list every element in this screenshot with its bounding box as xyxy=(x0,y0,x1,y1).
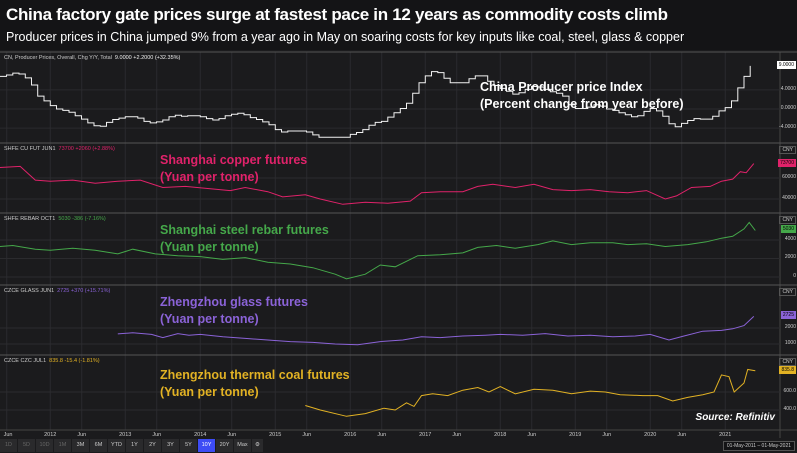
range-button-1m[interactable]: 1M xyxy=(54,439,71,452)
instrument-name: SHFE CU FUT JUN1 xyxy=(4,146,56,152)
x-tick-label: 2013 xyxy=(119,432,132,438)
x-tick-label: Jun xyxy=(377,432,387,438)
source-note: Source: Refinitiv xyxy=(695,412,775,423)
x-tick-label: Jun xyxy=(152,432,162,438)
instrument-value: 2725 +370 (+15.71%) xyxy=(57,288,111,294)
x-tick-label: Jun xyxy=(452,432,462,438)
glass-info: CZCE GLASS JUN1 2725 +370 (+15.71%) xyxy=(4,288,110,294)
coal-info: CZCE CZC JUL1 835.8 -15.4 (-1.81%) xyxy=(4,358,100,364)
copper-series-line xyxy=(0,163,755,205)
range-button-10d[interactable]: 10D xyxy=(36,439,53,452)
ppi-info: CN, Producer Prices, Overall, Chg Y/Y, T… xyxy=(4,55,180,61)
instrument-name: CZCE CZC JUL1 xyxy=(4,358,47,364)
range-button-3y[interactable]: 3Y xyxy=(162,439,179,452)
instrument-name: CZCE GLASS JUN1 xyxy=(4,288,55,294)
x-tick-label: Jun xyxy=(677,432,687,438)
x-tick-label: 2015 xyxy=(269,432,282,438)
date-range-picker[interactable]: 01-May-2011 – 01-May-2021 xyxy=(722,441,795,451)
steel-series-line xyxy=(0,221,756,280)
copper-info: SHFE CU FUT JUN1 73700 +2060 (+2.88%) xyxy=(4,146,115,152)
currency-label: CNY xyxy=(779,358,796,366)
instrument-value: 73700 +2060 (+2.88%) xyxy=(58,146,115,152)
x-tick-label: 2012 xyxy=(44,432,57,438)
x-tick-label: 2019 xyxy=(569,432,582,438)
x-tick-label: 2017 xyxy=(419,432,432,438)
coal-title: Zhengzhou thermal coal futures xyxy=(160,368,350,382)
x-tick-label: Jun xyxy=(527,432,537,438)
x-tick-label: Jun xyxy=(302,432,312,438)
ppi-title: China Producer price Index xyxy=(480,80,643,94)
ppi-annotation: China Producer price Index (Percent chang… xyxy=(480,79,684,113)
steel-info: SHFE REBAR OCT1 5030 -386 (-7.16%) xyxy=(4,216,106,222)
range-button-6m[interactable]: 6M xyxy=(90,439,107,452)
range-button-20y[interactable]: 20Y xyxy=(216,439,233,452)
ppi-last-value-tag: 9.0000 xyxy=(776,60,796,69)
instrument-name: SHFE REBAR OCT1 xyxy=(4,216,56,222)
copper-last-value-tag: 73700 xyxy=(778,158,796,167)
currency-label: CNY xyxy=(779,146,796,154)
currency-label: CNY xyxy=(779,288,796,296)
y-tick-label: 2000 xyxy=(784,324,796,330)
range-button-5d[interactable]: 5D xyxy=(18,439,35,452)
y-tick-label: 4000 xyxy=(784,236,796,242)
range-button-5y[interactable]: 5Y xyxy=(180,439,197,452)
chart-subtitle: Producer prices in China jumped 9% from … xyxy=(6,30,685,44)
coal-series-line xyxy=(305,368,756,417)
y-tick-label: 4.0000 xyxy=(780,85,796,92)
coal-unit: (Yuan per tonne) xyxy=(160,385,259,399)
glass-title: Zhengzhou glass futures xyxy=(160,295,308,309)
settings-gear-icon[interactable]: ⚙ xyxy=(252,439,263,452)
steel-annotation: Shanghai steel rebar futures (Yuan per to… xyxy=(160,222,329,256)
y-tick-label: -4.0000 xyxy=(779,124,796,131)
y-tick-label: 600.0 xyxy=(783,388,796,394)
currency-label: CNY xyxy=(779,216,796,224)
range-button-max[interactable]: Max xyxy=(234,439,251,452)
y-tick-label: 0 xyxy=(793,272,796,279)
y-tick-label: 40000 xyxy=(782,195,796,201)
chart-title: China factory gate prices surge at faste… xyxy=(6,5,668,24)
range-button-10y[interactable]: 10Y xyxy=(198,439,215,452)
range-button-2y[interactable]: 2Y xyxy=(144,439,161,452)
y-tick-label: 400.0 xyxy=(783,406,796,412)
range-button-1y[interactable]: 1Y xyxy=(126,439,143,452)
x-tick-label: 2020 xyxy=(644,432,657,438)
y-tick-label: 1000 xyxy=(784,340,796,346)
x-tick-label: 2018 xyxy=(494,432,507,438)
instrument-value: 5030 -386 (-7.16%) xyxy=(58,216,106,222)
y-tick-label: 0.0000 xyxy=(780,104,796,111)
x-tick-label: 2014 xyxy=(194,432,207,438)
x-tick-label: Jun xyxy=(77,432,87,438)
instrument-value: 9.0000 +2.2000 (+32.35%) xyxy=(114,55,181,61)
glass-unit: (Yuan per tonne) xyxy=(160,312,259,326)
y-tick-label: 60000 xyxy=(782,174,796,180)
ppi-series-line xyxy=(0,65,751,138)
coal-annotation: Zhengzhou thermal coal futures (Yuan per … xyxy=(160,367,350,401)
copper-annotation: Shanghai copper futures (Yuan per tonne) xyxy=(160,152,307,186)
x-tick-label: Jun xyxy=(227,432,237,438)
x-tick-label: Jun xyxy=(602,432,612,438)
instrument-name: CN, Producer Prices, Overall, Chg Y/Y, T… xyxy=(4,55,112,61)
y-tick-label: 2000 xyxy=(784,254,796,261)
glass-last-value-tag: 2725 xyxy=(780,311,796,320)
x-tick-label: 2016 xyxy=(344,432,357,438)
range-button-3m[interactable]: 3M xyxy=(72,439,89,452)
steel-last-value-tag: 5030 xyxy=(780,225,796,234)
glass-annotation: Zhengzhou glass futures (Yuan per tonne) xyxy=(160,294,308,328)
steel-unit: (Yuan per tonne) xyxy=(160,240,259,254)
copper-unit: (Yuan per tonne) xyxy=(160,170,259,184)
glass-series-line xyxy=(117,316,755,346)
range-buttons: 1D 5D 10D 1M 3M 6M YTD 1Y 2Y 3Y 5Y 10Y 20Y Max ⚙ xyxy=(0,439,263,452)
range-button-1d[interactable]: 1D xyxy=(0,439,17,452)
range-button-ytd[interactable]: YTD xyxy=(108,439,125,452)
copper-title: Shanghai copper futures xyxy=(160,153,308,167)
instrument-value: 835.8 -15.4 (-1.81%) xyxy=(49,358,100,364)
steel-title: Shanghai steel rebar futures xyxy=(160,223,329,237)
ppi-unit: (Percent change from year before) xyxy=(480,97,684,111)
coal-last-value-tag: 835.8 xyxy=(779,365,796,374)
header: China factory gate prices surge at faste… xyxy=(0,0,797,50)
x-tick-label: 2021 xyxy=(719,432,732,438)
x-tick-label: Jun xyxy=(3,432,13,438)
